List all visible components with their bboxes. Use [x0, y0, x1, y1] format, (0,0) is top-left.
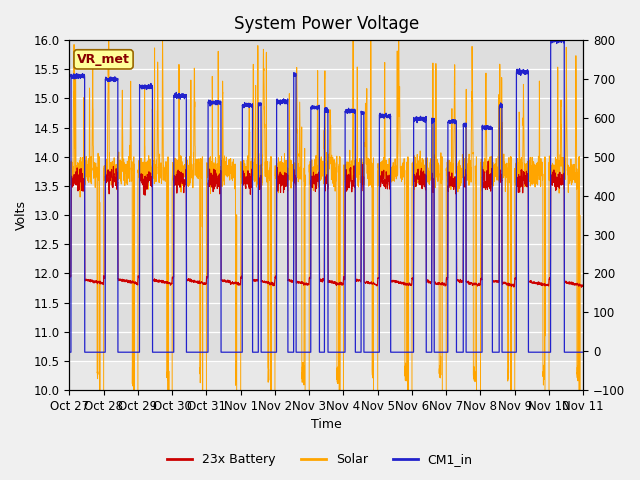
Title: System Power Voltage: System Power Voltage [234, 15, 419, 33]
Bar [69, 39, 583, 361]
Legend: 23x Battery, Solar, CM1_in: 23x Battery, Solar, CM1_in [163, 448, 477, 471]
X-axis label: Time: Time [311, 419, 342, 432]
Text: VR_met: VR_met [77, 53, 130, 66]
Y-axis label: Volts: Volts [15, 200, 28, 230]
